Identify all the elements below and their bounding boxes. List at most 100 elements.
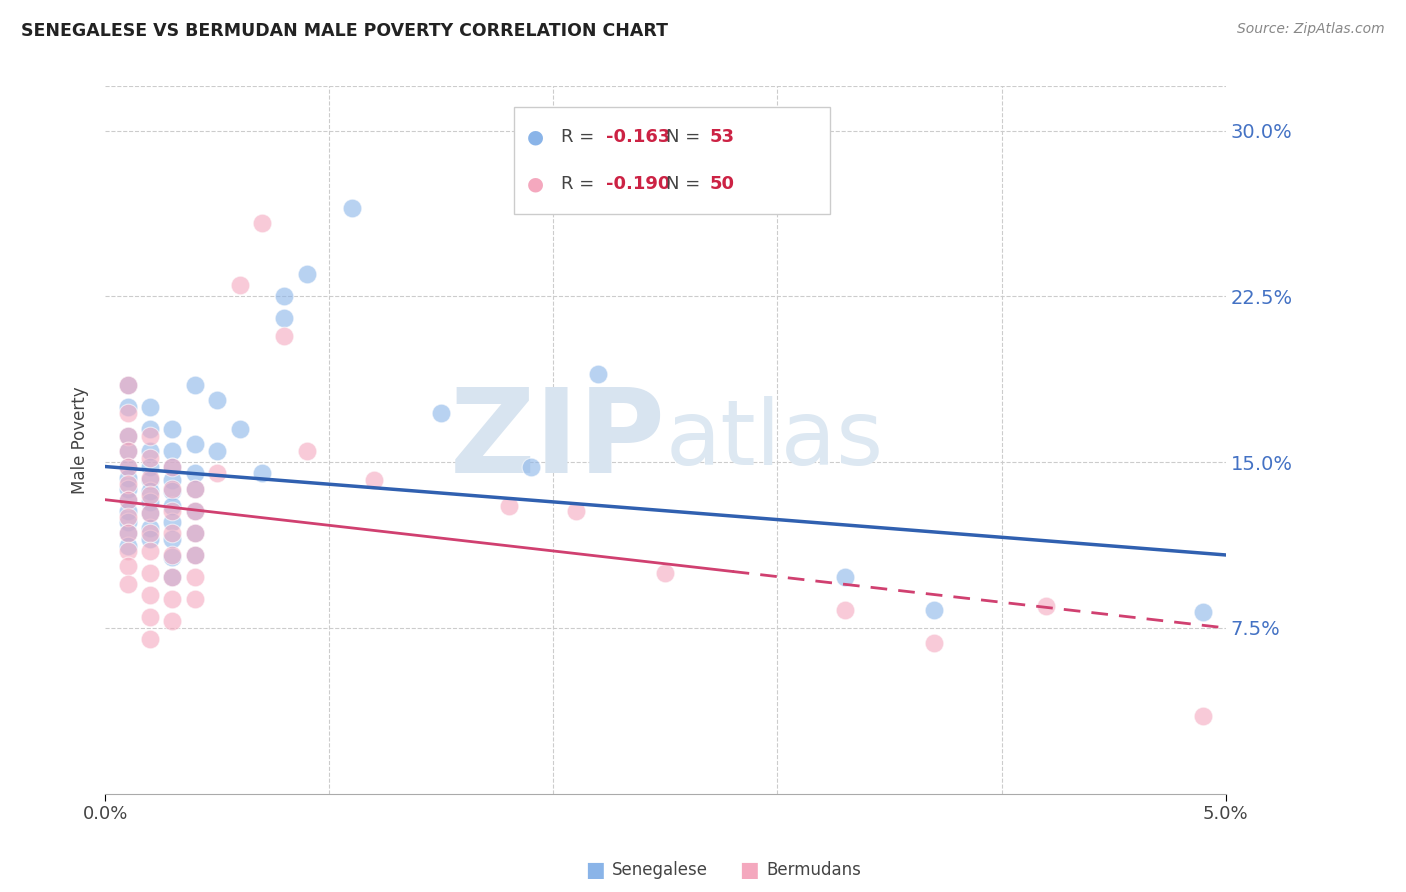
Point — [139, 566, 162, 580]
Point — [117, 444, 139, 458]
Text: SENEGALESE VS BERMUDAN MALE POVERTY CORRELATION CHART: SENEGALESE VS BERMUDAN MALE POVERTY CORR… — [21, 22, 668, 40]
Point — [228, 278, 250, 293]
Point — [162, 504, 184, 518]
Point — [117, 377, 139, 392]
Point — [273, 329, 295, 343]
Point — [139, 588, 162, 602]
Point — [924, 636, 946, 650]
Point — [162, 444, 184, 458]
Point — [340, 201, 363, 215]
Point — [162, 473, 184, 487]
Text: -0.163: -0.163 — [606, 128, 671, 146]
Point — [139, 495, 162, 509]
Point — [117, 504, 139, 518]
Point — [139, 506, 162, 520]
Text: R =: R = — [561, 128, 600, 146]
Point — [184, 570, 207, 584]
Point — [117, 543, 139, 558]
Point — [363, 473, 385, 487]
Point — [184, 504, 207, 518]
Text: ■: ■ — [585, 860, 605, 880]
Point — [117, 407, 139, 421]
Text: 53: 53 — [710, 128, 735, 146]
Text: N =: N = — [666, 128, 706, 146]
Point — [139, 428, 162, 442]
Point — [117, 510, 139, 524]
Point — [430, 407, 453, 421]
Point — [117, 525, 139, 540]
Point — [565, 504, 588, 518]
Point — [117, 525, 139, 540]
Point — [117, 559, 139, 574]
Point — [184, 504, 207, 518]
Point — [654, 566, 676, 580]
Text: ZIP: ZIP — [450, 383, 665, 498]
Text: Bermudans: Bermudans — [766, 861, 860, 879]
Point — [184, 466, 207, 480]
Point — [273, 311, 295, 326]
Point — [162, 592, 184, 607]
Point — [184, 548, 207, 562]
Point — [139, 459, 162, 474]
Point — [117, 576, 139, 591]
Point — [228, 422, 250, 436]
Text: ■: ■ — [740, 860, 759, 880]
Point — [207, 444, 229, 458]
Point — [295, 267, 318, 281]
Point — [117, 492, 139, 507]
Point — [139, 543, 162, 558]
Point — [117, 539, 139, 553]
Point — [162, 548, 184, 562]
Text: ●: ● — [527, 174, 544, 194]
Point — [207, 393, 229, 408]
Point — [162, 483, 184, 498]
Point — [117, 459, 139, 474]
Point — [117, 444, 139, 458]
Point — [250, 216, 273, 230]
Point — [139, 470, 162, 484]
Point — [184, 525, 207, 540]
Point — [117, 482, 139, 496]
Point — [586, 367, 609, 381]
Text: Source: ZipAtlas.com: Source: ZipAtlas.com — [1237, 22, 1385, 37]
Point — [184, 482, 207, 496]
Point — [295, 444, 318, 458]
Text: -0.190: -0.190 — [606, 175, 671, 193]
Point — [117, 492, 139, 507]
Point — [117, 515, 139, 529]
Point — [162, 570, 184, 584]
Point — [834, 603, 856, 617]
Point — [250, 466, 273, 480]
Point — [162, 459, 184, 474]
Text: R =: R = — [561, 175, 600, 193]
Point — [207, 466, 229, 480]
Point — [162, 459, 184, 474]
Point — [184, 525, 207, 540]
Point — [117, 428, 139, 442]
Point — [139, 610, 162, 624]
Text: 50: 50 — [710, 175, 735, 193]
Text: Senegalese: Senegalese — [612, 861, 707, 879]
Point — [139, 533, 162, 547]
Point — [139, 632, 162, 646]
Point — [139, 450, 162, 465]
Point — [162, 500, 184, 514]
Point — [139, 521, 162, 535]
Point — [184, 482, 207, 496]
Point — [139, 483, 162, 498]
Point — [139, 506, 162, 520]
Point — [184, 592, 207, 607]
Point — [139, 422, 162, 436]
Point — [162, 550, 184, 565]
Point — [139, 473, 162, 487]
Point — [162, 525, 184, 540]
Point — [184, 548, 207, 562]
Point — [1192, 606, 1215, 620]
Point — [117, 459, 139, 474]
Point — [162, 533, 184, 547]
Point — [834, 570, 856, 584]
Point — [139, 444, 162, 458]
Point — [117, 400, 139, 414]
Point — [162, 614, 184, 628]
Point — [139, 488, 162, 502]
